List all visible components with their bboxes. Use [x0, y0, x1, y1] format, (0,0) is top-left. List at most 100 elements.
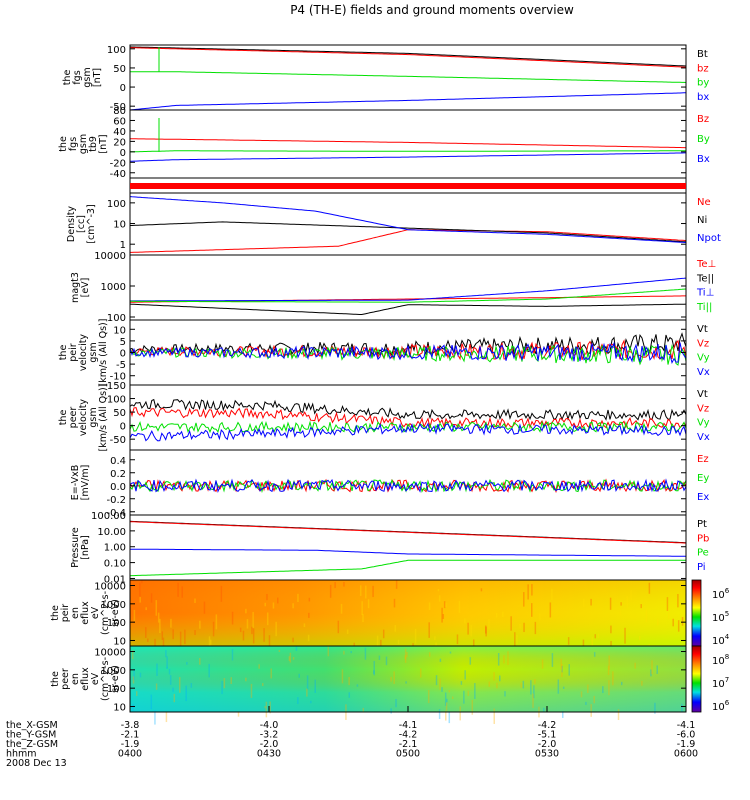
spectrogram-streak	[154, 710, 156, 725]
spectrogram-streak	[172, 629, 174, 640]
spectrogram-streak	[269, 701, 271, 714]
spectrogram-streak	[265, 701, 268, 718]
x-row-value: 0530	[535, 749, 559, 760]
spectrogram-streak	[677, 621, 680, 625]
y-tick-label: 100	[107, 395, 126, 406]
spectrogram-streak	[591, 636, 594, 648]
spectrogram-streak	[522, 680, 525, 689]
spectrogram-streak	[208, 636, 211, 651]
colorbar-label: 104	[712, 633, 730, 647]
y-tick-label: -40	[110, 169, 126, 180]
spectrogram-streak	[438, 709, 441, 719]
legend-Bx: Bx	[697, 154, 710, 165]
spectrogram-streak	[184, 629, 186, 645]
spectrogram-streak	[264, 706, 266, 709]
spectrogram-streak	[289, 652, 292, 663]
series-Pb-line	[130, 521, 687, 544]
spectrogram-streak	[534, 679, 536, 684]
spectrogram-streak	[334, 582, 336, 589]
spectrogram-streak	[594, 634, 597, 639]
spectrogram-streak	[231, 649, 234, 661]
spectrogram-streak	[395, 698, 397, 708]
y-axis-label: the	[58, 410, 69, 426]
spectrogram-streak	[306, 688, 308, 697]
spectrogram-streak	[161, 631, 164, 640]
spectrogram-streak	[307, 634, 310, 642]
y-tick-label: 80	[113, 106, 126, 117]
colorbar	[691, 579, 702, 647]
spectrogram-streak	[624, 627, 626, 644]
spectrogram-streak	[488, 619, 490, 630]
spectrogram-streak	[367, 599, 370, 609]
series-Vx-line	[129, 341, 687, 364]
spectrogram-streak	[131, 650, 134, 660]
spectrogram-streak	[272, 602, 275, 609]
series-By-line	[130, 150, 686, 153]
spectrogram-streak	[580, 691, 583, 698]
y-tick-label: 100	[107, 313, 126, 324]
spectrogram-streak	[341, 669, 344, 684]
legend-Ex: Ex	[697, 492, 709, 503]
spectrogram-streak	[439, 678, 441, 690]
spectrogram-streak	[340, 603, 343, 614]
x-row-value: -4.2	[399, 730, 418, 741]
y-axis-label: the	[62, 70, 73, 86]
y-axis-label: gsm	[82, 67, 93, 87]
x-row-value: 0600	[674, 749, 698, 760]
spectrogram-streak	[568, 664, 570, 676]
spectrogram-streak	[268, 635, 271, 652]
spectrogram-streak	[150, 593, 153, 603]
spectrogram-streak	[208, 663, 210, 678]
spectrogram-streak	[560, 658, 562, 670]
y-axis-label: eV	[90, 672, 101, 685]
spectrogram-streak	[469, 657, 472, 665]
spectrogram-streak	[390, 676, 392, 682]
spectrogram-streak	[656, 618, 659, 626]
spectrogram-streak	[654, 702, 656, 714]
spectrogram-streak	[270, 668, 272, 679]
x-row-value: -3.2	[260, 730, 279, 741]
spectrogram-streak	[133, 609, 136, 622]
y-tick-label: 1000	[101, 666, 126, 677]
spectrogram-streak	[245, 608, 247, 614]
legend-Pt: Pt	[697, 519, 707, 530]
spectrogram-streak	[308, 612, 310, 618]
spectrogram-streak	[590, 704, 592, 717]
spectrogram-streak	[640, 604, 642, 609]
spectrogram-streak	[485, 626, 487, 637]
legend-Ti: Ti||	[696, 302, 712, 313]
spectrogram-streak	[502, 611, 504, 618]
spectrogram-streak	[159, 618, 161, 634]
spectrogram-streak	[650, 669, 652, 677]
y-tick-label: 0.2	[110, 469, 126, 480]
spectrogram-streak	[638, 635, 641, 641]
x-row-value: -4.2	[538, 720, 557, 731]
spectrogram-streak	[212, 621, 215, 637]
spectrogram-streak	[608, 680, 610, 696]
spectrogram-streak	[651, 660, 653, 675]
spectrogram-streak	[362, 707, 365, 712]
y-tick-label: 1.00	[104, 543, 126, 554]
spectrogram-streak	[523, 622, 525, 633]
y-axis-label: the	[58, 136, 69, 152]
spectrogram-streak	[298, 673, 300, 678]
spectrogram-streak	[442, 614, 445, 619]
spectrogram-streak	[619, 610, 622, 616]
spectrogram-streak	[190, 683, 193, 688]
spectrogram-streak	[150, 694, 153, 710]
spectrogram-streak	[530, 680, 532, 695]
y-tick-label: 50	[113, 408, 126, 419]
spectrogram-streak	[610, 625, 612, 634]
spectrogram-streak	[503, 655, 505, 664]
spectrogram-streak	[181, 586, 183, 598]
y-tick-label: 40	[113, 127, 126, 138]
y-axis-label: gsm	[88, 342, 99, 362]
legend-Pb: Pb	[697, 533, 709, 544]
spectrogram-streak	[495, 612, 498, 618]
spectrogram-streak	[365, 585, 367, 599]
spectrogram-streak	[329, 584, 332, 598]
y-tick-label: 0	[120, 349, 126, 360]
y-axis-label: Pressure	[70, 527, 81, 568]
y-axis-label: E=-VxB	[70, 465, 81, 500]
spectrogram-streak	[295, 646, 298, 651]
